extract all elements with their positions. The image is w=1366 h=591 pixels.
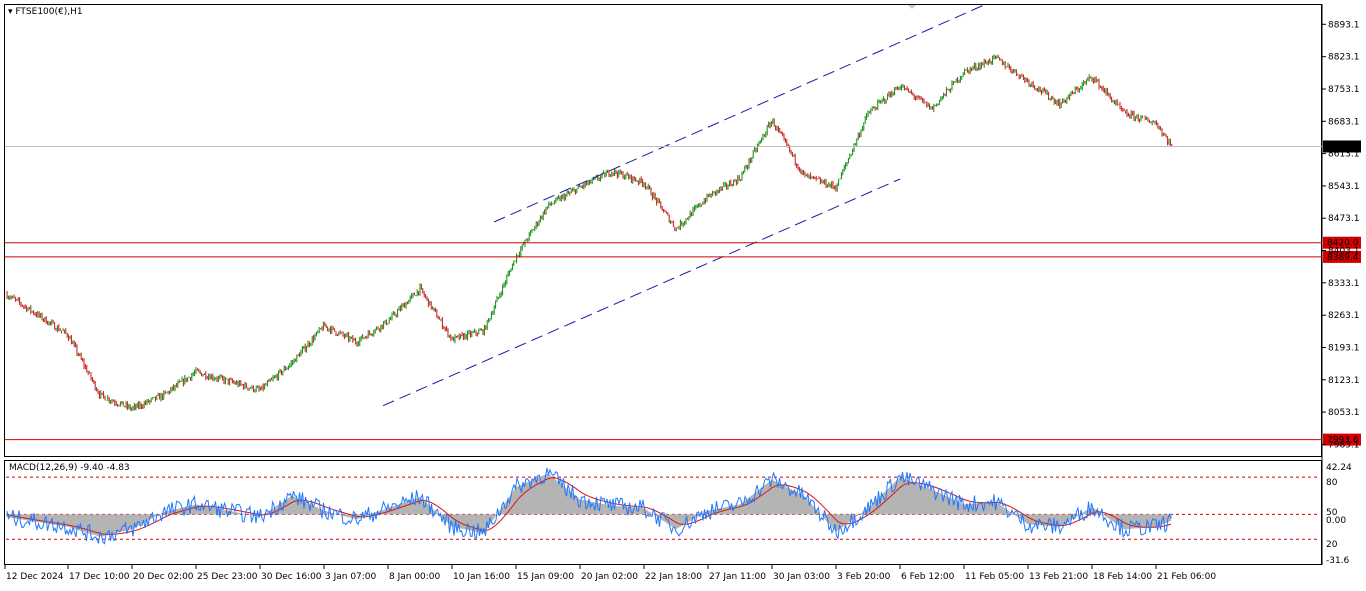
time-label: 30 Jan 03:00 <box>773 572 830 582</box>
price-tick-label: 8403.1 <box>1328 247 1360 257</box>
time-label: 20 Jan 02:00 <box>581 572 638 582</box>
price-tick-label: 8893.1 <box>1328 20 1360 30</box>
time-label: 8 Jan 00:00 <box>389 572 441 582</box>
price-tick-label: 8543.1 <box>1328 182 1360 192</box>
scroll-marker-icon <box>908 5 916 9</box>
price-tick-label: 8753.1 <box>1328 85 1360 95</box>
time-label: 17 Dec 10:00 <box>69 572 130 582</box>
macd-tick-label: 20 <box>1326 540 1338 550</box>
time-label: 30 Dec 16:00 <box>261 572 322 582</box>
time-label: 3 Jan 07:00 <box>325 572 377 582</box>
level-label-box <box>1323 250 1361 263</box>
macd-main-line <box>6 467 1172 545</box>
price-tick-label: 8473.1 <box>1328 214 1360 224</box>
level-label: 7993.6 <box>1327 436 1359 446</box>
price-tick-label: 8683.1 <box>1328 117 1360 127</box>
channel-line <box>382 178 901 407</box>
macd-tick-label: 50 <box>1326 508 1338 518</box>
price-layer <box>5 4 1322 441</box>
time-label: 13 Feb 21:00 <box>1029 572 1088 582</box>
time-label: 22 Jan 18:00 <box>645 572 702 582</box>
macd-layer <box>6 467 1320 545</box>
indicator-title-text: MACD(12,26,9) -9.40 -4.83 <box>9 463 130 473</box>
price-pane-frame <box>4 4 1322 457</box>
current-price-label: 8628.4 <box>1327 143 1359 153</box>
macd-tick-label: 42.24 <box>1326 463 1352 473</box>
price-tick-label: 8333.1 <box>1328 279 1360 289</box>
level-label-box <box>1323 433 1361 446</box>
time-label: 18 Feb 14:00 <box>1093 572 1152 582</box>
time-label: 15 Jan 09:00 <box>517 572 574 582</box>
price-tick-label: 8613.1 <box>1328 150 1360 160</box>
macd-tick-label: -31.6 <box>1326 556 1350 566</box>
time-label: 3 Feb 20:00 <box>837 572 891 582</box>
price-tick-label: 7983.1 <box>1328 440 1360 450</box>
time-label: 20 Dec 02:00 <box>133 572 194 582</box>
indicator-title: MACD(12,26,9) -9.40 -4.83 <box>9 463 130 473</box>
macd-tick-label: 0.00 <box>1326 516 1346 526</box>
level-label-box <box>1323 236 1361 249</box>
macd-histogram <box>6 473 1172 537</box>
level-label: 8389.4 <box>1327 253 1359 263</box>
price-tick-label: 8193.1 <box>1328 344 1360 354</box>
time-label: 11 Feb 05:00 <box>965 572 1024 582</box>
current-price-box <box>1323 140 1361 153</box>
time-label: 21 Feb 06:00 <box>1157 572 1216 582</box>
time-label: 27 Jan 11:00 <box>709 572 766 582</box>
time-label: 25 Dec 23:00 <box>197 572 258 582</box>
symbol-title: ▾ FTSE100(€),H1 <box>8 7 83 17</box>
price-tick-label: 8263.1 <box>1328 311 1360 321</box>
price-tick-label: 8123.1 <box>1328 376 1360 386</box>
macd-tick-label: 80 <box>1326 478 1338 488</box>
collapse-triangle-icon[interactable]: ▾ <box>8 7 13 17</box>
level-label: 8420.0 <box>1327 239 1359 249</box>
price-tick-label: 8823.1 <box>1328 53 1360 63</box>
time-label: 6 Feb 12:00 <box>901 572 955 582</box>
symbol-title-text: FTSE100(€),H1 <box>15 7 83 17</box>
axis-layer: 8420.0 8389.4 7993.6 8628.4 8893.1 8823.1 8753… <box>4 5 1361 582</box>
time-label: 12 Dec 2024 <box>6 572 64 582</box>
time-label: 10 Jan 16:00 <box>453 572 510 582</box>
price-tick-label: 8053.1 <box>1328 408 1360 418</box>
